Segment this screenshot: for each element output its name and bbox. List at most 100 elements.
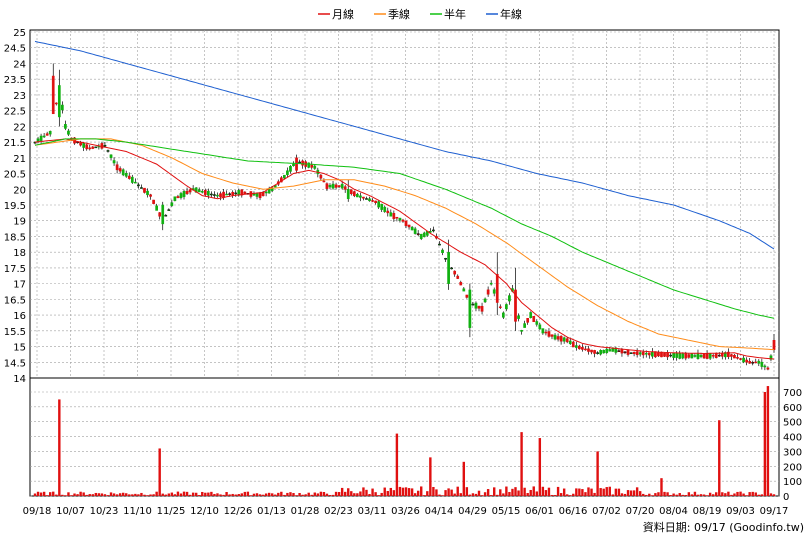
candle-body — [410, 226, 414, 231]
price-tick-label: 18.5 — [4, 232, 26, 243]
candle-body — [64, 124, 67, 129]
volume-bars — [33, 386, 776, 496]
volume-bar — [125, 493, 128, 496]
candle-body — [745, 359, 748, 363]
candle-body — [450, 267, 453, 270]
volume-bar — [128, 494, 131, 496]
volume-bar — [696, 494, 700, 496]
volume-bar — [201, 491, 204, 496]
candle-body — [57, 85, 61, 118]
volume-bar — [137, 494, 140, 496]
date-tick-label: 06/01 — [525, 506, 554, 517]
volume-bar — [313, 492, 316, 496]
volume-bar — [468, 494, 472, 496]
candle-body — [352, 191, 356, 197]
volume-bar — [70, 495, 73, 496]
volume-tick-label: 600 — [783, 403, 802, 414]
candle-body — [596, 352, 599, 354]
candle-body — [553, 334, 557, 340]
volume-bar — [572, 493, 575, 496]
volume-bar — [663, 491, 666, 496]
volume-bar — [121, 492, 125, 496]
volume-bar — [672, 493, 675, 496]
candle-body — [88, 147, 92, 150]
volume-bar — [550, 494, 554, 496]
volume-bar — [49, 492, 52, 496]
volume-bar — [292, 493, 295, 496]
candle-body — [547, 331, 551, 337]
candle-body — [428, 231, 432, 233]
volume-bar — [39, 492, 43, 496]
volume-bar — [620, 493, 624, 496]
price-tick-label: 15.5 — [4, 327, 26, 338]
volume-bar — [423, 495, 426, 496]
volume-bar — [188, 494, 192, 496]
candle-body — [505, 304, 508, 310]
price-tick-label: 15 — [13, 343, 26, 354]
candle-body — [623, 351, 627, 354]
volume-bar — [429, 457, 432, 496]
ma-half-line — [34, 138, 775, 319]
candle-body — [486, 289, 490, 295]
volume-bar — [307, 492, 310, 496]
volume-bar — [733, 493, 736, 496]
candle-body — [763, 365, 767, 368]
volume-bar — [410, 488, 414, 496]
candle-body — [556, 336, 560, 340]
volume-bar — [575, 488, 578, 496]
candle-body — [672, 352, 675, 358]
candle-body — [380, 203, 384, 210]
volume-bar — [240, 493, 243, 496]
volume-bar — [444, 490, 447, 496]
volume-bar — [194, 492, 198, 496]
date-tick-label: 02/23 — [324, 506, 353, 517]
volume-bar — [499, 489, 502, 496]
candle-body — [45, 133, 49, 136]
candle-body — [258, 193, 262, 199]
volume-bar — [493, 487, 496, 496]
volume-bar — [343, 491, 347, 496]
price-tick-label: 23.5 — [4, 75, 26, 86]
volume-bar — [754, 492, 757, 496]
candle-body — [343, 186, 347, 190]
price-tick-label: 17 — [13, 280, 26, 291]
volume-bar — [42, 491, 46, 496]
volume-tick-label: 500 — [783, 418, 802, 429]
volume-bar — [258, 494, 262, 496]
candle-body — [432, 229, 435, 232]
candle-body — [526, 318, 530, 323]
volume-bar — [413, 493, 417, 496]
candle-body — [489, 282, 493, 285]
volume-bar — [608, 486, 611, 496]
price-tick-label: 14 — [13, 374, 26, 385]
volume-bar — [596, 451, 599, 496]
volume-bar — [541, 486, 545, 496]
candle-body — [544, 331, 548, 334]
candle-body — [757, 360, 761, 364]
volume-bar — [404, 487, 408, 496]
candle-body — [240, 189, 244, 196]
price-tick-label: 21.5 — [4, 138, 26, 149]
volume-bar — [243, 491, 247, 496]
candle-body — [453, 270, 457, 275]
candle-body — [465, 294, 469, 298]
volume-bar — [55, 494, 58, 496]
volume-bar — [61, 494, 64, 496]
volume-bar — [45, 495, 49, 496]
volume-bar — [216, 493, 219, 496]
candle-body — [720, 353, 724, 357]
candle-body — [529, 312, 533, 318]
candle-body — [340, 183, 344, 189]
date-tick-label: 11/10 — [123, 506, 152, 517]
volume-bar — [170, 492, 174, 496]
date-tick-label: 08/19 — [693, 506, 722, 517]
volume-bar — [432, 486, 435, 496]
candle-body — [362, 196, 365, 199]
volume-bar — [471, 493, 475, 496]
date-tick-label: 06/16 — [559, 506, 588, 517]
candle-body — [243, 191, 247, 195]
volume-bar — [362, 487, 365, 496]
volume-bar — [289, 492, 292, 496]
volume-bar — [340, 487, 344, 496]
volume-bar — [426, 491, 429, 496]
